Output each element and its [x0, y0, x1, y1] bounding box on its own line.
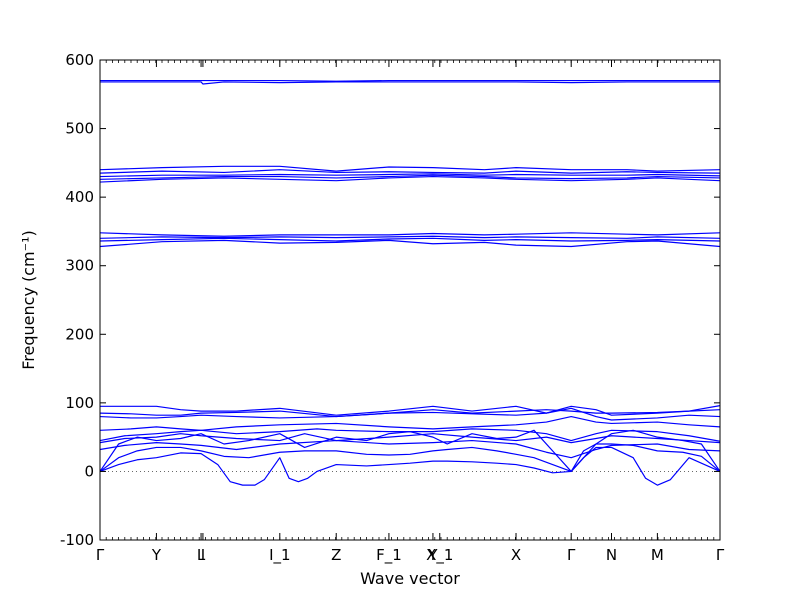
band-line-15 — [99, 175, 721, 183]
y-tick-label: 600 — [65, 51, 94, 69]
band-line-13 — [99, 235, 721, 239]
band-line-7 — [99, 415, 721, 431]
x-minor-ticks — [105, 60, 715, 540]
x-tick-label: M — [651, 546, 664, 564]
band-line-1 — [99, 446, 721, 486]
x-axis-label: Wave vector — [360, 569, 460, 588]
y-tick-label: 0 — [84, 462, 94, 480]
band-line-12 — [99, 237, 721, 242]
band-line-20 — [100, 81, 720, 85]
band-line-14 — [99, 232, 721, 237]
band-line-3 — [99, 439, 721, 459]
plot-frame — [99, 59, 721, 541]
x-tick-label: I — [201, 546, 205, 564]
x-tick-label: Y — [427, 546, 438, 564]
band-line-6 — [99, 428, 721, 442]
x-tick-label: Γ — [567, 546, 576, 564]
band-line-18 — [99, 169, 721, 174]
y-tick-label: -100 — [60, 531, 94, 549]
y-tick-label: 400 — [65, 188, 94, 206]
band-line-17 — [99, 173, 721, 178]
band-line-16 — [99, 174, 721, 180]
y-tick-label: 200 — [65, 325, 94, 343]
band-line-10 — [100, 405, 721, 416]
x-tick-label: Y — [151, 546, 162, 564]
y-tick-label: 100 — [65, 394, 94, 412]
band-line-21 — [100, 79, 720, 82]
band-line-9 — [99, 409, 721, 418]
x-tick-label: N — [606, 546, 617, 564]
band-line-2 — [99, 443, 721, 473]
x-tick-label: Z — [331, 546, 341, 564]
x-tick-label: L — [197, 546, 206, 564]
band-line-11 — [99, 239, 721, 248]
x-tick-label: X_1 — [426, 546, 453, 565]
x-tick-label: F_1 — [376, 546, 402, 565]
x-tick-label: I_1 — [269, 546, 290, 565]
band-line-5 — [99, 433, 721, 444]
band-lines — [99, 79, 721, 486]
band-line-19 — [99, 165, 721, 172]
x-axis-ticks: Γ Y LI I_1 Z F_1 YX_1 X Γ N M Γ — [96, 60, 725, 565]
band-line-8 — [99, 407, 721, 421]
y-axis-label: Frequency (cm⁻¹) — [19, 230, 38, 369]
y-axis-ticks: -100 0 100 200 300 400 500 600 — [60, 51, 720, 549]
y-tick-label: 500 — [65, 120, 94, 138]
y-tick-label: 300 — [65, 257, 94, 275]
x-tick-label: Γ — [96, 546, 105, 564]
x-tick-label: X — [511, 546, 521, 564]
x-tick-label: Γ — [716, 546, 725, 564]
